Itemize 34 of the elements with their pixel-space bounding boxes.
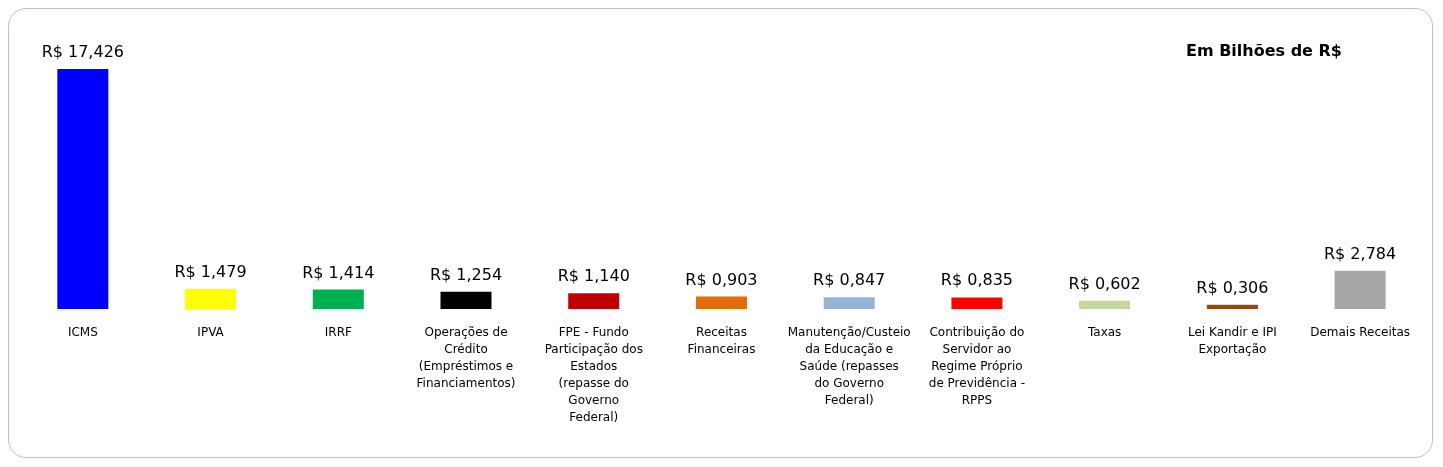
- x-tick-label: FPE - Fundo Participação dos Estados (repasse do Governo Federal): [544, 324, 643, 424]
- x-tick-label: ICMS: [67, 324, 98, 339]
- x-tick-label: Contribuição do Servidor ao Regime Próprio de Previdência - RPPS: [928, 324, 1026, 407]
- text: Em Bilhões de R$: [1186, 41, 1342, 60]
- x-tick-label: Taxas: [1086, 324, 1122, 339]
- data-label: R$ 1,140: [557, 266, 630, 286]
- x-tick-label: IPVA: [197, 324, 225, 339]
- data-label: R$ 0,903: [685, 269, 758, 289]
- x-tick-label: Demais Receitas: [1310, 324, 1411, 339]
- bar: [695, 296, 747, 309]
- data-label: R$ 0,835: [940, 270, 1013, 290]
- x-tick-label: Operações de Crédito (Empréstimos e Financiamentos): [416, 324, 516, 390]
- bar: [440, 291, 492, 309]
- bar: [1334, 270, 1386, 309]
- data-label: R$ 0,602: [1068, 273, 1141, 293]
- bar: [1079, 300, 1131, 309]
- bar: [568, 293, 620, 309]
- bar: [823, 297, 875, 309]
- data-label: R$ 0,306: [1196, 277, 1269, 297]
- data-label: R$ 2,784: [1324, 243, 1397, 263]
- x-tick-label: Manutenção/Custeio da Educação e Saúde (repasses do Governo Federal): [787, 324, 911, 407]
- data-label: R$ 0,847: [813, 270, 886, 290]
- bar: [57, 69, 109, 309]
- x-tick-label: Lei Kandir e IPI Exportação: [1187, 324, 1277, 356]
- data-label: R$ 17,426: [41, 42, 125, 61]
- x-tick-label: IRRF: [324, 324, 352, 339]
- bar: [951, 297, 1003, 309]
- x-tick-label: Receitas Financeiras: [687, 324, 756, 356]
- data-label: R$ 1,254: [429, 264, 503, 284]
- data-label: R$ 1,414: [302, 262, 375, 282]
- bar: [185, 288, 237, 309]
- bar: [1206, 304, 1258, 309]
- data-label: R$ 1,479: [174, 261, 247, 281]
- bar: [312, 289, 364, 309]
